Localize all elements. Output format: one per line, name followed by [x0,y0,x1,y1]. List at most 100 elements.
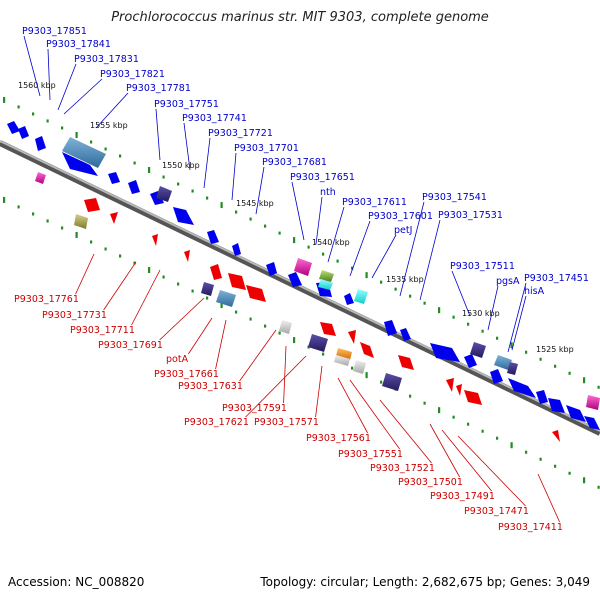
gene-forward[interactable] [384,320,397,336]
gene-reverse[interactable] [152,234,158,246]
gene-forward[interactable] [266,262,277,276]
gene-forward[interactable] [173,207,194,225]
gene-label[interactable]: P9303_17491 [430,491,495,502]
gene-forward[interactable] [7,121,20,134]
gene-label[interactable]: P9303_17551 [338,449,403,460]
gene-block[interactable] [494,355,512,370]
gene-reverse[interactable] [456,384,462,396]
gene-forward[interactable] [288,272,302,287]
gene-label[interactable]: P9303_17631 [178,381,243,392]
gene-label[interactable]: potA [166,354,189,365]
gene-forward[interactable] [464,354,477,368]
gene-label[interactable]: P9303_17661 [154,369,219,380]
gene-block[interactable] [294,258,312,276]
gene-block[interactable] [354,289,368,304]
gene-reverse[interactable] [210,264,222,280]
gene-label[interactable]: P9303_17851 [22,26,87,37]
gene-forward[interactable] [344,293,354,305]
gene-reverse[interactable] [84,198,100,212]
gene-reverse[interactable] [110,212,118,224]
gene-label[interactable]: P9303_17521 [370,463,435,474]
gene-forward[interactable] [18,126,29,139]
gene-block[interactable] [279,320,292,334]
tick-mark [235,310,238,314]
callout-line [349,220,371,277]
gene-label[interactable]: P9303_17691 [98,340,163,351]
gene-label[interactable]: P9303_17511 [450,261,515,272]
gene-label[interactable]: P9303_17411 [498,522,563,533]
gene-block[interactable] [35,172,46,184]
gene-label[interactable]: P9303_17681 [262,157,327,168]
gene-block[interactable] [216,290,236,307]
gene-reverse[interactable] [464,390,482,405]
gene-label[interactable]: P9303_17541 [422,192,487,203]
gene-reverse[interactable] [320,322,336,336]
gene-label[interactable]: P9303_17781 [126,83,191,94]
callout-line [371,234,397,279]
gene-label[interactable]: P9303_17561 [306,433,371,444]
gene-block[interactable] [586,395,600,410]
gene-label[interactable]: hisA [524,286,545,297]
gene-forward[interactable] [536,390,548,404]
gene-forward[interactable] [508,378,536,398]
gene-block[interactable] [319,270,334,282]
gene-forward[interactable] [584,416,600,430]
gene-label[interactable]: P9303_17601 [368,211,433,222]
gene-label[interactable]: P9303_17741 [182,113,247,124]
gene-label[interactable]: P9303_17841 [46,39,111,50]
gene-forward[interactable] [62,152,98,176]
gene-block[interactable] [74,214,88,229]
gene-label[interactable]: pgsA [496,276,520,287]
gene-forward[interactable] [128,180,140,194]
gene-label[interactable]: P9303_17831 [74,54,139,65]
gene-reverse[interactable] [552,430,560,442]
gene-label[interactable]: P9303_17451 [524,273,589,284]
gene-block[interactable] [507,362,518,375]
gene-block[interactable] [62,137,106,168]
gene-forward[interactable] [207,230,219,244]
gene-block[interactable] [318,279,333,290]
gene-reverse[interactable] [246,285,266,302]
gene-label[interactable]: P9303_17471 [464,506,529,517]
gene-label[interactable]: P9303_17501 [398,477,463,488]
callout-line [159,297,205,341]
gene-label[interactable]: P9303_17821 [100,69,165,80]
gene-forward[interactable] [108,172,120,184]
gene-label[interactable]: P9303_17611 [342,197,407,208]
gene-forward[interactable] [35,136,46,151]
gene-block[interactable] [308,334,328,352]
gene-label[interactable]: P9303_17711 [70,325,135,336]
gene-label[interactable]: P9303_17761 [14,294,79,305]
gene-forward[interactable] [548,398,565,413]
gene-label[interactable]: P9303_17751 [154,99,219,110]
gene-block[interactable] [353,360,366,374]
gene-reverse[interactable] [398,355,414,370]
gene-label[interactable]: P9303_17701 [234,143,299,154]
callout-line [537,473,560,523]
gene-block[interactable] [156,186,172,202]
gene-label[interactable]: nth [320,187,336,198]
gene-forward[interactable] [490,369,503,384]
gene-label[interactable]: P9303_17531 [438,210,503,221]
gene-block[interactable] [470,342,486,358]
gene-forward[interactable] [430,343,460,362]
gene-label[interactable]: P9303_17731 [42,310,107,321]
gene-reverse[interactable] [446,378,454,392]
gene-block[interactable] [201,282,214,296]
gene-forward[interactable] [232,243,241,256]
gene-label[interactable]: P9303_17571 [254,417,319,428]
gene-forward[interactable] [566,405,586,422]
tick-mark [568,371,571,375]
gene-reverse[interactable] [184,250,190,262]
tick-mark [119,254,122,258]
gene-block[interactable] [382,373,402,391]
gene-label[interactable]: P9303_17721 [208,128,273,139]
gene-reverse[interactable] [348,330,356,344]
gene-label[interactable]: petJ [394,225,412,236]
gene-reverse[interactable] [228,273,246,290]
gene-label[interactable]: P9303_17621 [184,417,249,428]
gene-forward[interactable] [400,328,411,341]
gene-reverse[interactable] [360,342,374,358]
gene-label[interactable]: P9303_17651 [290,172,355,183]
gene-block[interactable] [334,355,350,366]
